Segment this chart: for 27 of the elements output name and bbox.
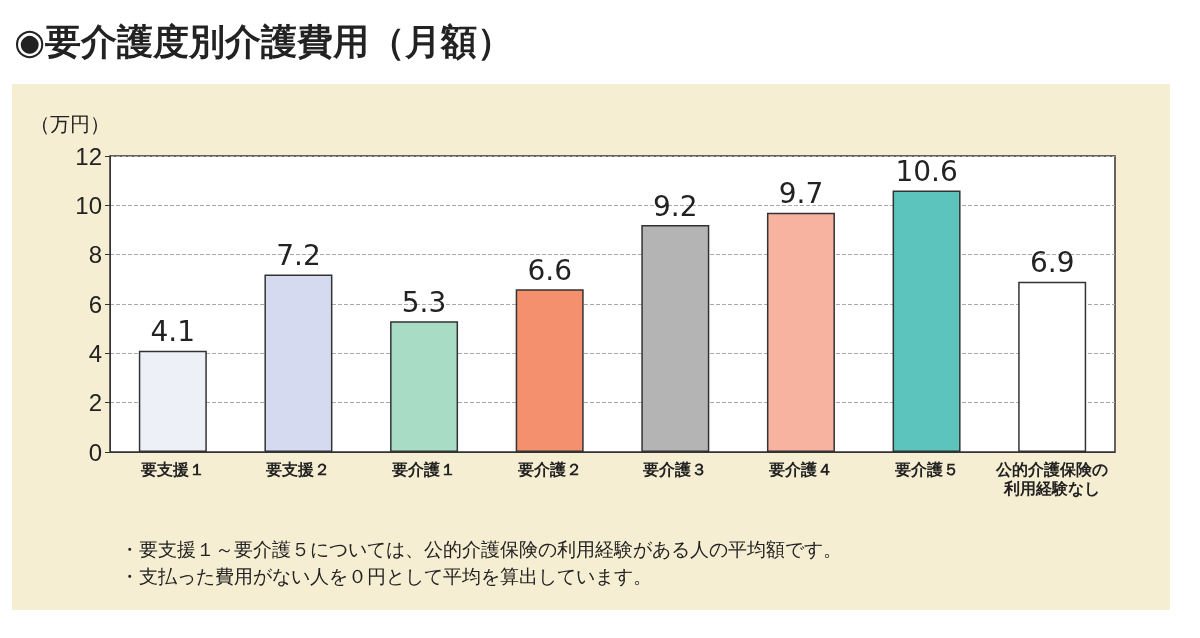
x-tick-label: 要介護５ [893, 461, 959, 478]
y-tick-label: 12 [75, 142, 102, 170]
y-axis-title: （万円） [30, 113, 110, 135]
x-tick-label: 要介護３ [642, 461, 708, 478]
data-label: 10.6 [895, 155, 958, 189]
x-tick-label: 公的介護保険の利用経験なし [995, 461, 1109, 498]
data-label: 6.9 [1029, 246, 1075, 280]
data-label: 7.2 [276, 238, 321, 272]
x-tick-label: 要介護２ [516, 461, 582, 478]
x-tick-label: 要介護１ [391, 461, 457, 478]
chart-title: ◉要介護度別介護費用（月額） [14, 20, 514, 64]
data-label: 6.6 [527, 253, 572, 287]
x-tick-label: 要支援１ [139, 461, 205, 478]
data-label: 9.7 [778, 177, 824, 211]
x-tick-label: 要支援２ [265, 461, 331, 478]
x-tick-label: 要介護４ [767, 461, 833, 478]
y-tick-label: 10 [75, 191, 102, 219]
y-tick-label: 8 [88, 241, 102, 269]
y-tick-label: 2 [88, 389, 102, 417]
data-label: 4.1 [150, 315, 196, 349]
text: ・支払った費用がない人を０円として平均を算出しています。 [120, 564, 653, 589]
text: ・要支援１～要介護５については、公的介護保険の利用経験がある人の平均額です。 [120, 537, 842, 562]
y-tick-label: 0 [88, 438, 102, 466]
data-label: 5.3 [401, 285, 447, 319]
data-label: 9.2 [653, 189, 698, 223]
y-tick-label: 4 [88, 339, 102, 367]
y-tick-label: 6 [88, 290, 102, 318]
